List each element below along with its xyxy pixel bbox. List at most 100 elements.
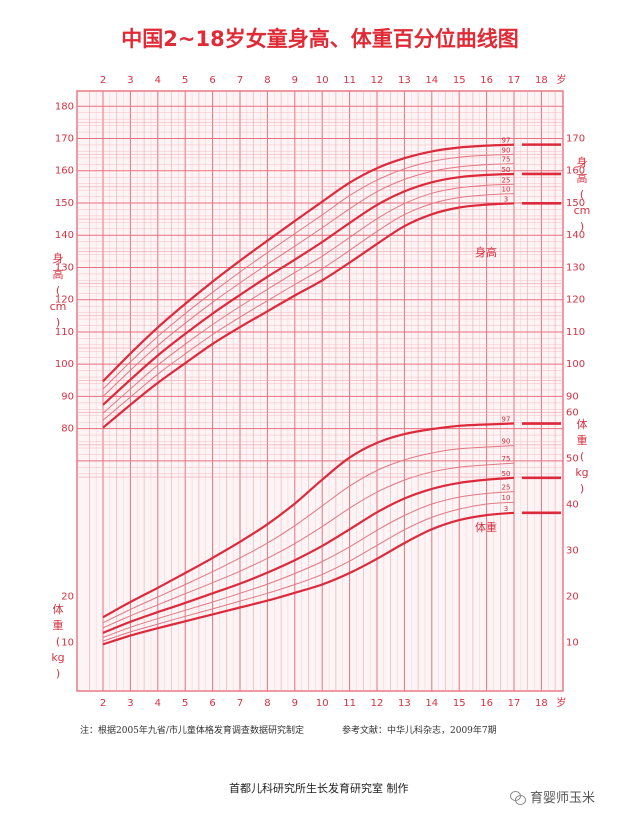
age-tick-label-top: 6	[209, 75, 215, 86]
weight-curve-p10	[102, 501, 515, 642]
weight-axis-label-left: kg	[51, 651, 64, 664]
height-curve-p10	[102, 193, 515, 421]
height-axis-label-right: (	[580, 188, 584, 201]
weight-axis-label-left: )	[56, 667, 60, 680]
weight-percentile-label: 3	[504, 505, 508, 513]
age-tick-label-bottom: 8	[264, 698, 270, 709]
weight-tick-label-right: 40	[566, 500, 579, 511]
age-tick-label-top: 12	[371, 75, 384, 86]
age-tick-label-bottom: 14	[425, 698, 438, 709]
chart-title: 中国2~18岁女童身高、体重百分位曲线图	[121, 27, 518, 51]
height-tick-label-left: 160	[55, 166, 74, 177]
height-axis-label-left: 高	[53, 267, 64, 281]
weight-curve-p50	[102, 476, 515, 634]
footnote-source: 注：根据2005年九省/市儿童体格发育调查数据研究制定	[80, 726, 304, 736]
height-percentile-label: 90	[502, 146, 511, 154]
height-curve-p25	[102, 183, 515, 414]
age-tick-label-top: 9	[292, 75, 298, 86]
age-tick-label-bottom: 6	[209, 698, 215, 709]
age-tick-label-top: 17	[508, 75, 521, 86]
weight-axis-label-right: )	[580, 482, 584, 495]
weight-axis-label-right: 重	[577, 433, 588, 447]
height-tick-label-right: 170	[566, 134, 585, 145]
height-curve-p75	[102, 163, 515, 397]
weight-tick-label-left: 20	[61, 592, 74, 603]
age-tick-label-bottom: 13	[398, 698, 411, 709]
weight-percentile-label: 90	[502, 438, 511, 446]
age-tick-label-bottom: 18	[535, 698, 548, 709]
height-curve-label: 身高	[475, 245, 497, 259]
age-tick-label-bottom: 5	[182, 698, 188, 709]
height-tick-label-left: 120	[55, 295, 74, 306]
weight-percentile-label: 75	[502, 455, 511, 463]
height-tick-label-left: 90	[61, 391, 74, 402]
weight-tick-label-right: 60	[566, 408, 579, 419]
height-tick-label-left: 80	[61, 424, 74, 435]
weight-axis-label-right: 体	[577, 417, 588, 431]
weight-axis-label-left: (	[56, 635, 60, 648]
height-percentile-label: 75	[502, 156, 511, 164]
age-tick-label-top: 10	[316, 75, 329, 86]
height-axis-label-left: (	[56, 284, 60, 297]
height-axis-label-right: cm	[574, 204, 591, 217]
watermark-text: 育婴师玉米	[530, 791, 596, 806]
height-tick-label-right: 140	[566, 230, 585, 241]
height-tick-label-right: 160	[566, 166, 585, 177]
weight-percentile-label: 25	[502, 484, 511, 492]
height-curve-p50	[102, 172, 515, 406]
weight-axis-label-right: (	[580, 450, 584, 463]
weight-tick-label-right: 30	[566, 546, 579, 557]
height-axis-label-right: 身	[577, 155, 588, 169]
chart-grid	[76, 90, 564, 692]
age-tick-label-top: 2	[100, 75, 106, 86]
age-tick-label-top: 7	[237, 75, 243, 86]
weight-tick-label-right: 50	[566, 454, 579, 465]
height-tick-label-right: 150	[566, 198, 585, 209]
height-percentile-label: 3	[504, 195, 508, 203]
weight-axis-label-right: kg	[575, 466, 588, 479]
height-tick-label-left: 170	[55, 134, 74, 145]
weight-tick-label-right: 10	[566, 638, 579, 649]
age-tick-label-bottom: 10	[316, 698, 329, 709]
height-tick-label-left: 130	[55, 262, 74, 273]
age-tick-label-bottom: 7	[237, 698, 243, 709]
height-percentile-label: 10	[502, 186, 511, 194]
weight-curve-p25	[102, 491, 515, 638]
height-tick-label-right: 90	[566, 391, 579, 402]
weight-axis-label-left: 体	[53, 602, 64, 616]
watermark: 育婴师玉米	[510, 787, 595, 806]
age-tick-label-bottom: 15	[453, 698, 466, 709]
age-tick-label-bottom: 11	[343, 698, 356, 709]
chart-axes: 2 2 3 3 4 4 5 5 6 6 7 7 8 8 9 9 10 10 11 11 12 12 13 13 14 14 15 15…	[50, 73, 591, 709]
weight-curve-p97	[102, 422, 515, 619]
age-tick-label-bottom: 17	[508, 698, 521, 709]
age-tick-label-bottom: 9	[292, 698, 298, 709]
height-axis-label-left: cm	[50, 300, 67, 313]
weight-tick-label-right: 20	[566, 592, 579, 603]
credit-line: 首都儿科研究所生长发育研究室 制作	[229, 782, 409, 795]
height-tick-label-left: 180	[55, 101, 74, 112]
age-tick-label-bottom: 3	[127, 698, 133, 709]
footnote-reference: 参考文献：中华儿科杂志，2009年7期	[342, 726, 497, 736]
height-axis-label-right: 高	[577, 171, 588, 185]
age-tick-label-bottom: 2	[100, 698, 106, 709]
height-percentile-label: 97	[502, 137, 511, 145]
height-percentile-label: 25	[502, 176, 511, 184]
age-tick-label-bottom: 4	[155, 698, 161, 709]
age-tick-label-bottom: 12	[371, 698, 384, 709]
age-tick-label-top: 11	[343, 75, 356, 86]
age-tick-label-bottom: 16	[480, 698, 493, 709]
weight-axis-label-left: 重	[53, 618, 64, 632]
age-unit-bottom: 岁	[556, 696, 566, 709]
weight-curve-p3	[102, 511, 515, 646]
age-tick-label-top: 14	[425, 75, 438, 86]
age-tick-label-top: 15	[453, 75, 466, 86]
height-tick-label-left: 110	[55, 327, 74, 338]
weight-curve-p75	[102, 462, 515, 629]
weight-tick-label-left: 10	[61, 638, 74, 649]
age-tick-label-top: 13	[398, 75, 411, 86]
height-curve-p3	[102, 202, 515, 429]
height-tick-label-right: 110	[566, 327, 585, 338]
